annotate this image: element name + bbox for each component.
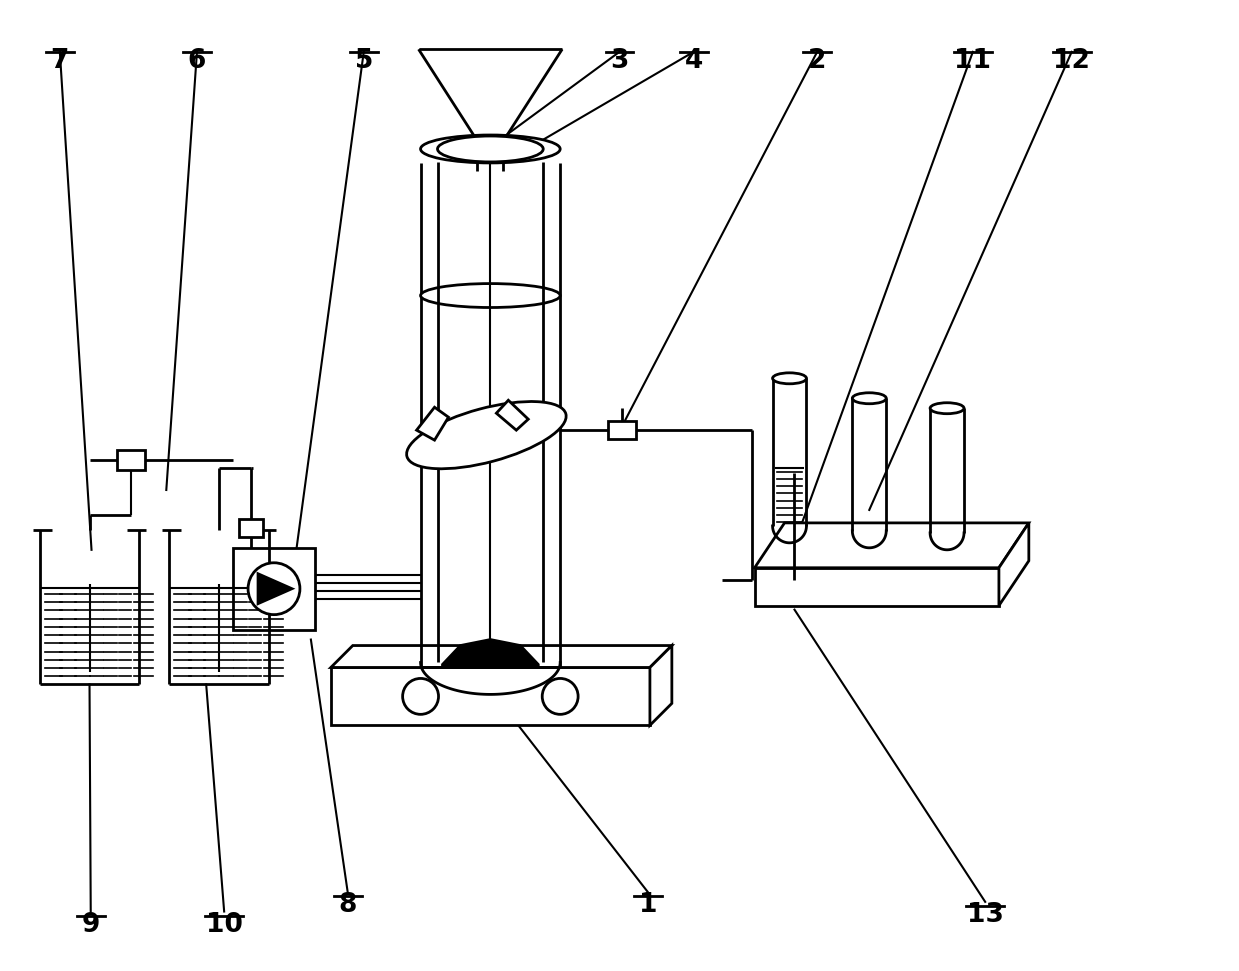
Ellipse shape (773, 373, 807, 384)
Text: 11: 11 (954, 48, 991, 74)
Ellipse shape (420, 135, 560, 163)
Text: 1: 1 (638, 892, 657, 919)
Polygon shape (416, 407, 449, 440)
Text: 6: 6 (188, 48, 206, 74)
Bar (331, 667, 650, 725)
Bar (118, 451, 145, 470)
Circle shape (403, 679, 439, 715)
Ellipse shape (930, 403, 964, 414)
Polygon shape (442, 640, 538, 667)
Text: 5: 5 (354, 48, 373, 74)
Text: 2: 2 (808, 48, 826, 74)
Ellipse shape (406, 402, 566, 469)
Ellipse shape (437, 136, 543, 162)
Bar (608, 421, 636, 439)
Text: 7: 7 (51, 48, 69, 74)
Polygon shape (331, 646, 672, 667)
Text: 13: 13 (966, 902, 1004, 928)
Text: 10: 10 (206, 912, 243, 938)
Text: 9: 9 (82, 912, 100, 938)
Circle shape (543, 679, 579, 715)
Bar (233, 548, 315, 629)
Ellipse shape (852, 392, 886, 404)
Circle shape (248, 563, 300, 615)
Polygon shape (258, 574, 292, 604)
Polygon shape (999, 523, 1028, 606)
Text: 3: 3 (611, 48, 628, 74)
Bar (755, 568, 999, 606)
Text: 12: 12 (1053, 48, 1090, 74)
Polygon shape (755, 523, 1028, 568)
Polygon shape (497, 400, 528, 430)
Polygon shape (650, 646, 672, 725)
Text: 4: 4 (684, 48, 703, 74)
Ellipse shape (420, 284, 560, 308)
Text: 8: 8 (338, 892, 357, 919)
Bar (239, 519, 263, 537)
